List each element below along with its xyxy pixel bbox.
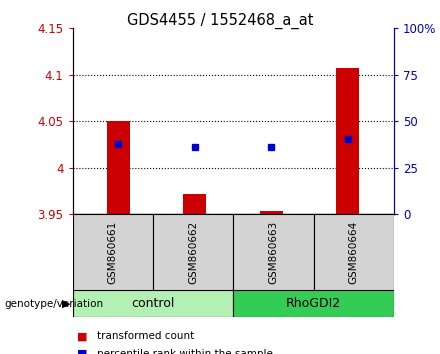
Text: transformed count: transformed count — [97, 331, 194, 341]
Text: GSM860663: GSM860663 — [268, 221, 279, 284]
Bar — [260, 211, 283, 214]
Text: GSM860662: GSM860662 — [188, 221, 198, 284]
Text: genotype/variation: genotype/variation — [4, 298, 103, 309]
Bar — [233, 290, 394, 317]
Text: ▶: ▶ — [62, 298, 70, 309]
Text: percentile rank within the sample: percentile rank within the sample — [97, 349, 273, 354]
Bar — [314, 214, 394, 290]
Bar — [107, 121, 130, 214]
Bar — [73, 214, 153, 290]
Text: ■: ■ — [77, 331, 88, 341]
Text: ■: ■ — [77, 349, 88, 354]
Text: control: control — [131, 297, 175, 310]
Bar — [233, 214, 314, 290]
Text: GSM860664: GSM860664 — [348, 221, 359, 284]
Text: RhoGDI2: RhoGDI2 — [286, 297, 341, 310]
Bar — [183, 194, 206, 214]
Text: GSM860661: GSM860661 — [108, 221, 118, 284]
Bar — [337, 68, 359, 214]
Bar — [153, 214, 233, 290]
Bar — [73, 290, 233, 317]
Text: GDS4455 / 1552468_a_at: GDS4455 / 1552468_a_at — [127, 12, 313, 29]
